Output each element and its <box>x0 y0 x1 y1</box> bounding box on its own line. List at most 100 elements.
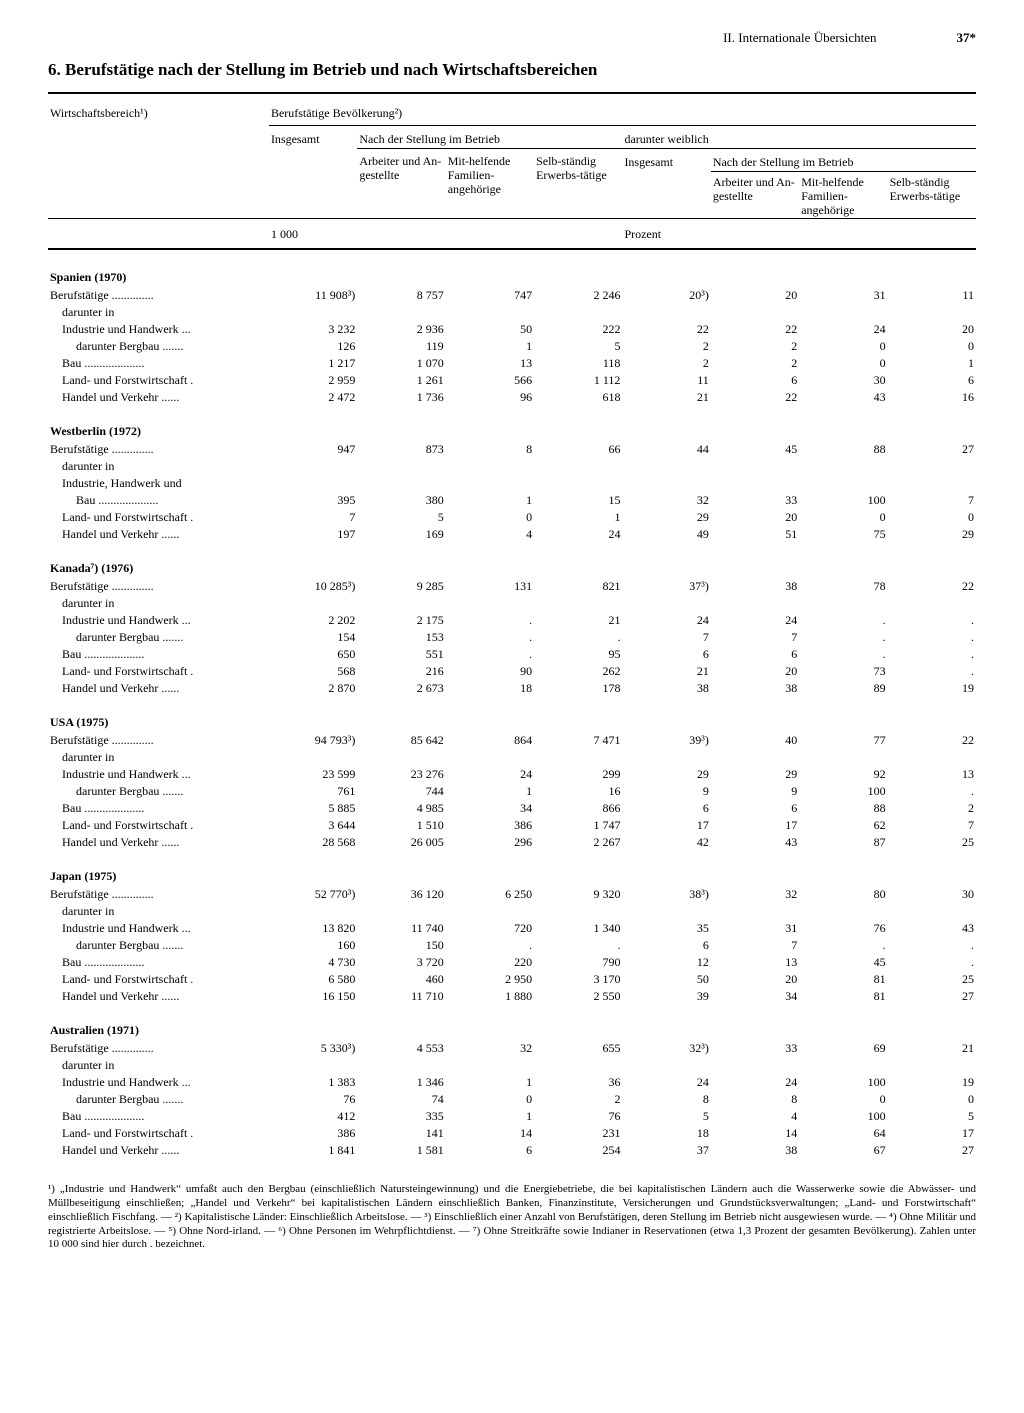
table-row: Handel und Verkehr ......2 8702 67318178… <box>48 680 976 697</box>
cell: 89 <box>799 680 887 697</box>
cell: 50 <box>622 971 710 988</box>
row-label: darunter Bergbau ....... <box>48 937 269 954</box>
cell: 296 <box>446 834 534 851</box>
cell: 2 <box>711 338 799 355</box>
cell: 95 <box>534 646 622 663</box>
cell: . <box>446 646 534 663</box>
cell: 32 <box>622 492 710 509</box>
cell: 28 568 <box>269 834 357 851</box>
cell: 38 <box>622 680 710 697</box>
cell: 3 232 <box>269 321 357 338</box>
cell: 1 841 <box>269 1142 357 1159</box>
cell: 14 <box>711 1125 799 1142</box>
cell: 9 <box>622 783 710 800</box>
cell: 24 <box>446 766 534 783</box>
cell: 24 <box>534 526 622 543</box>
col-pop: Berufstätige Bevölkerung²) <box>269 100 976 126</box>
col-bypos: Nach der Stellung im Betrieb <box>357 126 622 149</box>
row-label: darunter in <box>48 458 269 475</box>
cell: 5 <box>888 1108 976 1125</box>
cell <box>711 595 799 612</box>
table-row: Industrie, Handwerk und <box>48 475 976 492</box>
cell <box>622 749 710 766</box>
cell: 6 <box>622 800 710 817</box>
page-header: II. Internationale Übersichten 37* <box>48 30 976 46</box>
cell: 21 <box>622 663 710 680</box>
cell <box>357 749 445 766</box>
cell: 655 <box>534 1040 622 1057</box>
cell: 12 <box>622 954 710 971</box>
cell: 94 793³) <box>269 732 357 749</box>
cell: 16 <box>534 783 622 800</box>
row-label: Berufstätige .............. <box>48 1040 269 1057</box>
header-row-1: Wirtschaftsbereich¹) Berufstätige Bevölk… <box>48 100 976 126</box>
cell: 20 <box>711 971 799 988</box>
cell <box>446 304 534 321</box>
data-table: Wirtschaftsbereich¹) Berufstätige Bevölk… <box>48 100 976 1159</box>
cell: 2 870 <box>269 680 357 697</box>
cell: 1 747 <box>534 817 622 834</box>
cell <box>534 475 622 492</box>
cell <box>446 458 534 475</box>
cell <box>799 1057 887 1074</box>
cell: 13 <box>888 766 976 783</box>
row-label: Handel und Verkehr ...... <box>48 988 269 1005</box>
cell: 35 <box>622 920 710 937</box>
cell: 43 <box>799 389 887 406</box>
cell: 650 <box>269 646 357 663</box>
cell: 39 <box>622 988 710 1005</box>
cell: 3 720 <box>357 954 445 971</box>
table-row: darunter in <box>48 749 976 766</box>
cell: 6 250 <box>446 886 534 903</box>
cell: 2 246 <box>534 287 622 304</box>
cell: 873 <box>357 441 445 458</box>
cell: 386 <box>446 817 534 834</box>
table-body: Spanien (1970)Berufstätige .............… <box>48 252 976 1159</box>
cell: 45 <box>799 954 887 971</box>
cell: 761 <box>269 783 357 800</box>
unit-thousand: 1 000 <box>269 221 623 249</box>
cell: 262 <box>534 663 622 680</box>
cell: . <box>888 954 976 971</box>
cell: . <box>446 937 534 954</box>
cell: 0 <box>888 1091 976 1108</box>
table-row: Handel und Verkehr ......197169424495175… <box>48 526 976 543</box>
cell: . <box>888 646 976 663</box>
cell: 76 <box>799 920 887 937</box>
cell: 78 <box>799 578 887 595</box>
row-label: Industrie und Handwerk ... <box>48 321 269 338</box>
cell: 118 <box>534 355 622 372</box>
cell: 11 <box>888 287 976 304</box>
cell: 69 <box>799 1040 887 1057</box>
cell: 7 <box>888 817 976 834</box>
cell <box>357 903 445 920</box>
cell: 20³) <box>622 287 710 304</box>
cell: 1 346 <box>357 1074 445 1091</box>
table-row: Bau ....................5 8854 985348666… <box>48 800 976 817</box>
cell: 744 <box>357 783 445 800</box>
cell <box>622 475 710 492</box>
cell: 747 <box>446 287 534 304</box>
table-row: Handel und Verkehr ......2 4721 73696618… <box>48 389 976 406</box>
cell: 1 <box>446 492 534 509</box>
cell: 8 757 <box>357 287 445 304</box>
cell <box>711 475 799 492</box>
cell: 16 <box>888 389 976 406</box>
footnotes: ¹) „Industrie und Handwerk“ umfaßt auch … <box>48 1183 976 1252</box>
cell: 6 <box>888 372 976 389</box>
cell <box>269 903 357 920</box>
cell <box>446 595 534 612</box>
cell: 2 <box>622 355 710 372</box>
cell: 18 <box>622 1125 710 1142</box>
cell: 92 <box>799 766 887 783</box>
table-row: darunter in <box>48 458 976 475</box>
cell: 22 <box>888 732 976 749</box>
cell: 27 <box>888 441 976 458</box>
cell: 864 <box>446 732 534 749</box>
cell: 7 <box>711 937 799 954</box>
cell: 2 267 <box>534 834 622 851</box>
cell: 821 <box>534 578 622 595</box>
cell: 75 <box>799 526 887 543</box>
table-row: Land- und Forstwirtschaft .3 6441 510386… <box>48 817 976 834</box>
cell: 8 <box>446 441 534 458</box>
